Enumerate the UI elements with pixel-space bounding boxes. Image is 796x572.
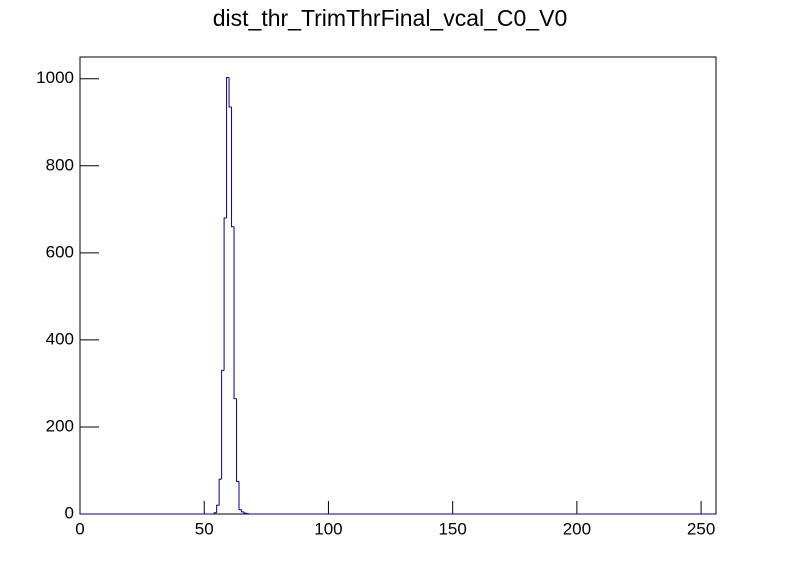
y-tick-label: 600 bbox=[46, 242, 74, 261]
histogram-bin bbox=[223, 217, 227, 371]
histogram-bin bbox=[243, 511, 247, 514]
y-tick-label: 1000 bbox=[36, 68, 74, 87]
plot-frame bbox=[79, 56, 717, 515]
chart-title: dist_thr_TrimThrFinal_vcal_C0_V0 bbox=[213, 5, 568, 31]
histogram-bin bbox=[233, 226, 237, 400]
y-tick-label: 800 bbox=[46, 155, 74, 174]
x-tick-label: 100 bbox=[314, 519, 342, 538]
x-tick-label: 50 bbox=[195, 519, 214, 538]
x-tick-label: 250 bbox=[687, 519, 715, 538]
histogram-bin bbox=[228, 77, 232, 108]
histogram-bin bbox=[218, 478, 222, 506]
histogram-bin bbox=[238, 481, 242, 511]
x-tick-label: 0 bbox=[75, 519, 84, 538]
x-tick-label: 200 bbox=[563, 519, 591, 538]
histogram-bin bbox=[236, 398, 239, 482]
histogram-bin bbox=[231, 107, 235, 228]
histogram-bin bbox=[213, 512, 217, 514]
y-tick-label: 0 bbox=[65, 503, 74, 522]
histogram-bin bbox=[221, 369, 225, 480]
y-tick-label: 200 bbox=[46, 416, 74, 435]
histogram-bin bbox=[240, 509, 244, 513]
histogram-bin bbox=[226, 76, 230, 219]
y-tick-label: 400 bbox=[46, 329, 74, 348]
histogram-bin bbox=[216, 504, 220, 513]
x-tick-label: 150 bbox=[438, 519, 466, 538]
